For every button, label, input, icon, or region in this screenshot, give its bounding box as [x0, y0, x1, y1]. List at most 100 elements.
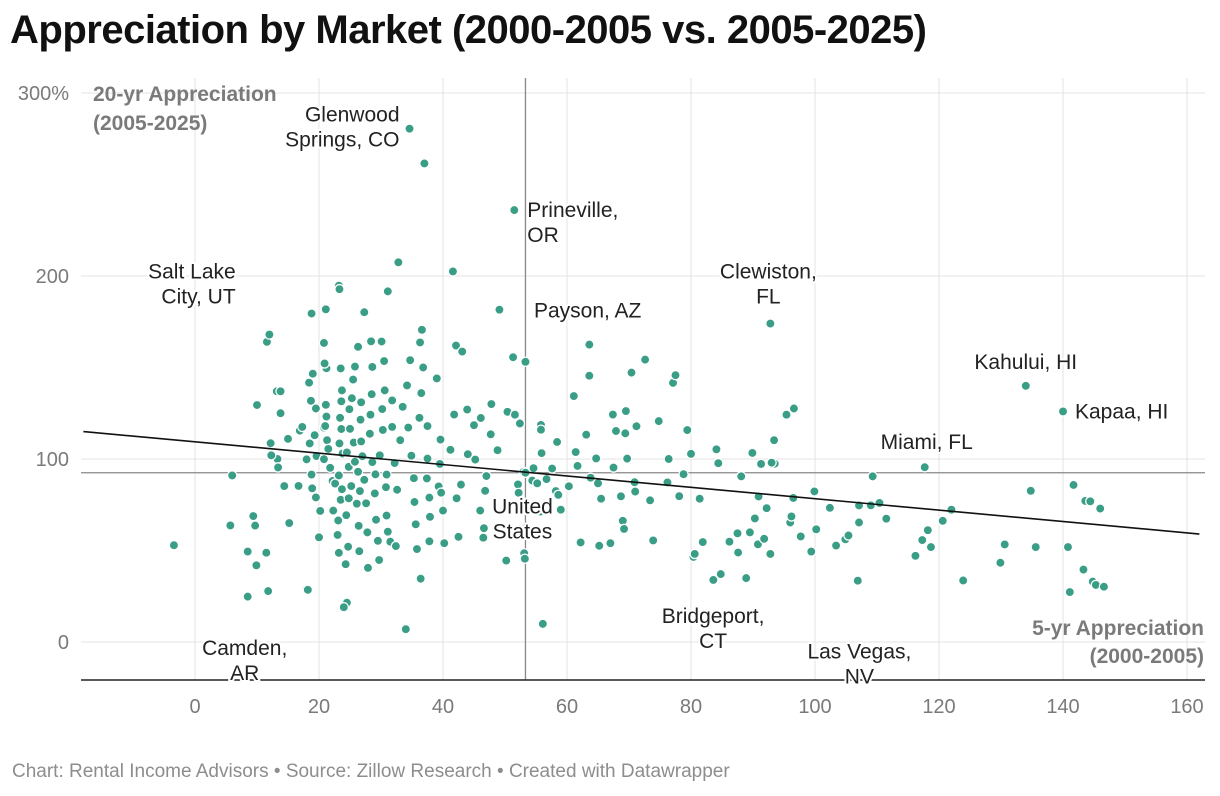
chart-title: Appreciation by Market (2000-2005 vs. 20… — [10, 8, 927, 52]
data-point — [421, 473, 433, 484]
data-point — [865, 500, 877, 511]
data-point — [345, 480, 357, 492]
data-point — [1025, 485, 1037, 497]
data-point — [500, 555, 512, 566]
data-point — [788, 403, 800, 414]
data-point — [352, 341, 364, 353]
data-point — [590, 453, 602, 464]
data-point — [408, 472, 420, 484]
data-point — [765, 548, 776, 560]
data-point — [514, 418, 526, 429]
data-point — [535, 424, 547, 435]
data-point — [414, 337, 426, 348]
data-point — [347, 374, 359, 385]
data-point — [314, 505, 326, 517]
data-point — [713, 457, 724, 469]
point-annotation: City, UT — [161, 285, 235, 308]
data-point — [853, 517, 865, 528]
data-point — [354, 545, 365, 557]
data-point — [406, 450, 417, 461]
data-point — [621, 453, 633, 464]
data-point — [629, 486, 641, 497]
data-point — [644, 495, 656, 506]
data-point — [367, 361, 378, 373]
data-point — [788, 492, 799, 504]
y-tick-label: 300% — [18, 83, 69, 105]
data-point — [689, 548, 700, 560]
data-point — [608, 462, 619, 473]
data-point — [735, 471, 747, 482]
data-point — [422, 453, 433, 464]
data-point — [321, 434, 333, 446]
data-point — [810, 524, 822, 535]
axis-titles: 20-yr Appreciation (2005-2025) 5-yr Appr… — [93, 83, 1204, 668]
x-tick-label: 60 — [556, 696, 578, 718]
data-point — [334, 412, 346, 424]
data-point — [313, 532, 325, 543]
point-annotation: NV — [845, 666, 874, 689]
data-point — [302, 584, 314, 596]
data-point — [451, 493, 462, 504]
data-point — [344, 423, 356, 435]
data-point — [761, 502, 772, 514]
data-point — [663, 453, 674, 465]
data-point — [450, 340, 462, 351]
data-point — [359, 306, 370, 318]
data-point — [647, 535, 659, 546]
data-point — [555, 504, 567, 515]
trendline — [83, 430, 1200, 535]
data-point — [852, 575, 864, 586]
data-point — [486, 398, 497, 410]
data-point — [509, 204, 520, 216]
data-point — [732, 528, 743, 539]
tick-labels: 0 20 40 60 80 100 120 140 160 0 100 200 300% — [18, 83, 1204, 718]
data-point — [492, 444, 503, 456]
data-point — [537, 618, 549, 630]
data-point — [404, 354, 416, 366]
data-point — [615, 491, 627, 502]
data-point — [275, 407, 286, 419]
data-point — [553, 489, 564, 501]
data-point — [282, 433, 294, 445]
data-point — [275, 386, 286, 397]
point-annotation: CT — [699, 630, 727, 653]
data-point — [310, 403, 322, 414]
data-point — [715, 568, 727, 580]
data-point — [509, 409, 521, 420]
data-point — [386, 395, 398, 406]
data-point — [355, 436, 367, 447]
data-point — [580, 429, 592, 440]
data-point — [403, 422, 414, 433]
data-point — [1094, 503, 1106, 514]
data-point — [744, 527, 756, 538]
data-point — [362, 527, 373, 538]
data-point — [354, 485, 366, 497]
data-point — [424, 511, 436, 523]
data-point — [333, 470, 345, 481]
data-point — [320, 399, 332, 411]
data-point — [297, 421, 308, 433]
data-point — [374, 450, 386, 461]
point-annotation: Salt Lake — [148, 260, 236, 283]
y-tick-label: 100 — [36, 449, 69, 471]
data-point — [386, 421, 398, 433]
data-point — [381, 469, 392, 480]
data-point — [435, 434, 446, 445]
data-point — [328, 505, 339, 516]
data-point — [435, 487, 447, 498]
data-point — [344, 403, 355, 415]
data-point — [830, 540, 842, 551]
data-point — [531, 478, 543, 489]
data-point — [370, 469, 381, 480]
data-point — [1098, 581, 1110, 592]
data-point — [867, 471, 878, 482]
data-point — [336, 483, 348, 495]
data-point — [377, 424, 389, 436]
data-point — [376, 403, 388, 415]
data-point — [321, 411, 332, 422]
data-point — [732, 547, 744, 558]
data-point — [365, 336, 377, 347]
data-point — [324, 462, 336, 474]
data-point — [685, 448, 697, 460]
